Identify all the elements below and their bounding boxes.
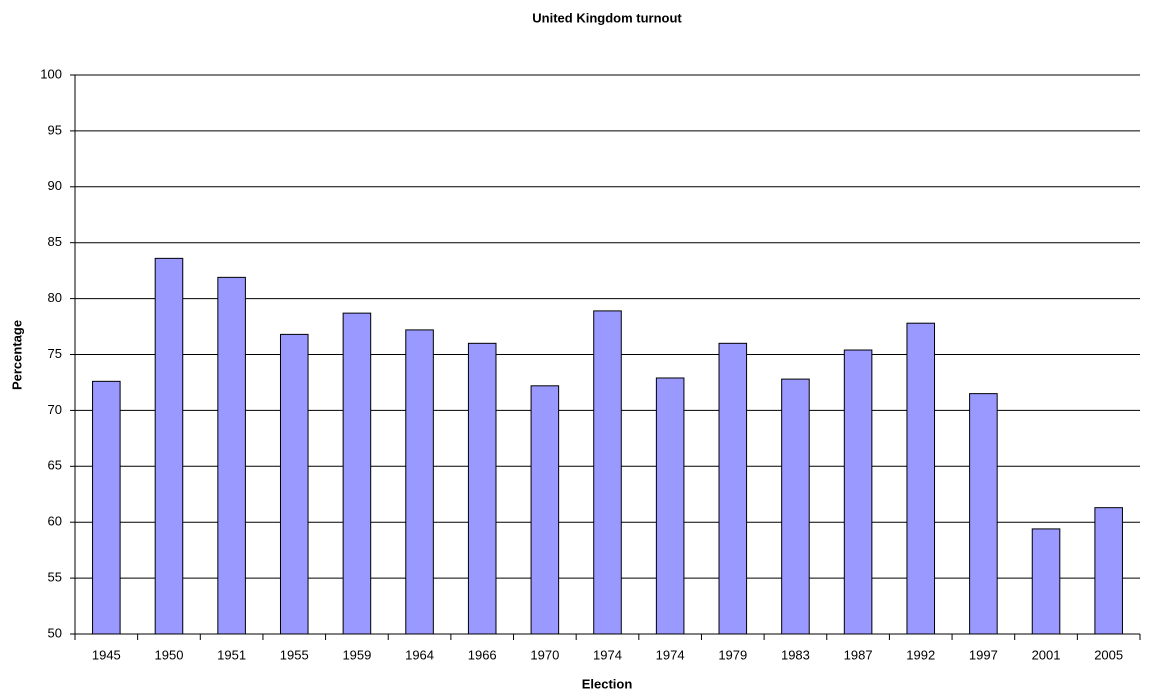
- x-tick-label: 1987: [844, 647, 873, 662]
- x-tick-label: 1983: [781, 647, 810, 662]
- bar: [154, 257, 184, 635]
- bar: [467, 342, 497, 635]
- bar: [969, 393, 998, 635]
- x-tick-label: 1945: [92, 647, 121, 662]
- bar: [781, 378, 810, 635]
- x-tick-label: 1997: [969, 647, 998, 662]
- x-tick-label: 1970: [530, 647, 559, 662]
- bar: [405, 329, 434, 635]
- y-tick-label: 75: [48, 346, 62, 361]
- y-tick-label: 55: [48, 570, 62, 585]
- x-tick-label: 1992: [906, 647, 935, 662]
- y-axis-label: Percentage: [9, 320, 24, 390]
- bar: [718, 342, 748, 635]
- bar: [655, 377, 685, 635]
- y-tick-label: 70: [48, 402, 62, 417]
- y-tick-label: 80: [48, 290, 62, 305]
- bar: [1031, 528, 1061, 635]
- bar: [279, 333, 309, 635]
- bar: [217, 276, 246, 635]
- bar: [843, 349, 873, 635]
- x-tick-label: 1951: [217, 647, 246, 662]
- x-tick-label: 1966: [468, 647, 497, 662]
- y-tick-label: 65: [48, 458, 62, 473]
- y-tick-label: 60: [48, 514, 62, 529]
- bar: [342, 312, 372, 635]
- bar: [593, 310, 622, 635]
- x-tick-label: 1964: [405, 647, 434, 662]
- x-tick-label: 1974: [593, 647, 622, 662]
- x-tick-label: 1974: [656, 647, 685, 662]
- y-tick-label: 95: [48, 122, 62, 137]
- x-tick-label: 2001: [1032, 647, 1061, 662]
- y-tick-label: 100: [40, 66, 62, 81]
- y-tick-label: 90: [48, 178, 62, 193]
- chart-title: United Kingdom turnout: [532, 10, 682, 25]
- bar: [906, 322, 936, 635]
- x-tick-label: 1959: [342, 647, 371, 662]
- x-tick-label: 2005: [1094, 647, 1123, 662]
- y-tick-label: 85: [48, 234, 62, 249]
- y-tick-label: 50: [48, 625, 62, 640]
- x-axis-label: Election: [582, 676, 633, 691]
- x-tick-label: 1950: [155, 647, 184, 662]
- x-tick-label: 1979: [718, 647, 747, 662]
- x-tick-label: 1955: [280, 647, 309, 662]
- bar: [530, 385, 560, 635]
- bar: [1094, 507, 1123, 635]
- bar: [92, 380, 121, 635]
